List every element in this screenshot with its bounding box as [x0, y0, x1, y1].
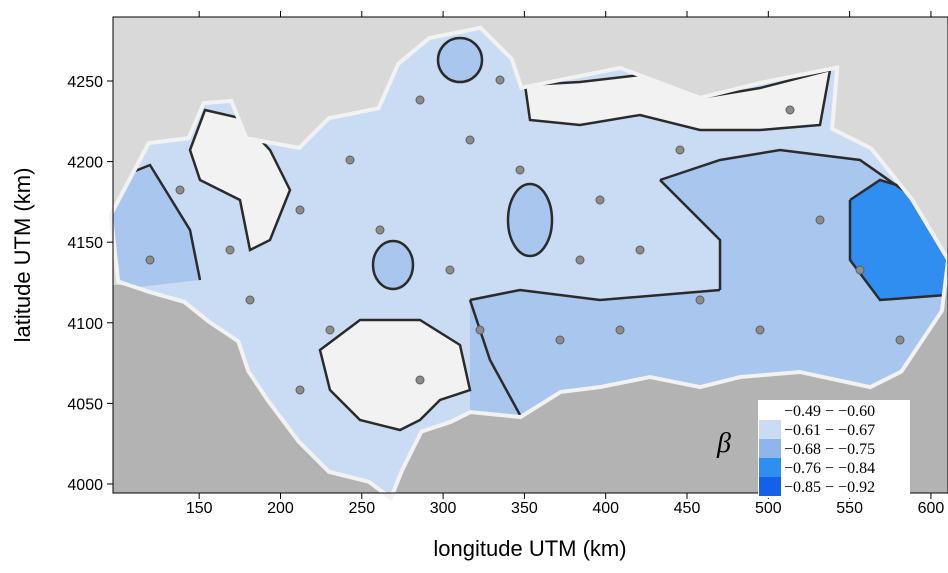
x-tick-label: 550	[836, 500, 863, 517]
x-tick-label: 500	[755, 500, 782, 517]
x-tick-label: 150	[186, 500, 213, 517]
legend-swatch	[759, 458, 781, 477]
legend-swatch	[759, 439, 781, 458]
x-tick-label: 300	[430, 500, 457, 517]
plot-frame	[112, 16, 948, 494]
legend-swatch	[759, 477, 781, 496]
x-tick-label: 600	[918, 500, 945, 517]
y-tick-label: 4250	[67, 74, 103, 91]
legend-label: −0.68 − −0.75	[784, 441, 875, 458]
legend-label: −0.85 − −0.92	[784, 479, 875, 496]
y-tick-label: 4150	[67, 235, 103, 252]
y-tick-label: 4200	[67, 155, 103, 172]
x-tick-label: 250	[348, 500, 375, 517]
y-axis-label: latitude UTM (km)	[10, 168, 35, 343]
legend-swatch	[759, 420, 781, 439]
y-tick-label: 4050	[67, 396, 103, 413]
x-axis-label: longitude UTM (km)	[433, 536, 626, 561]
y-tick-label: 4000	[67, 477, 103, 494]
legend-swatch	[759, 401, 781, 420]
legend-title: β	[716, 428, 731, 459]
x-tick-label: 350	[511, 500, 538, 517]
legend-label: −0.61 − −0.67	[784, 422, 875, 439]
legend-label: −0.49 − −0.60	[784, 403, 875, 420]
x-tick-label: 400	[592, 500, 619, 517]
legend-label: −0.76 − −0.84	[784, 460, 875, 477]
stations	[145, 75, 905, 395]
y-tick-label: 4100	[67, 316, 103, 333]
x-tick-label: 200	[267, 500, 294, 517]
legend-box	[758, 400, 910, 498]
x-tick-label: 450	[674, 500, 701, 517]
